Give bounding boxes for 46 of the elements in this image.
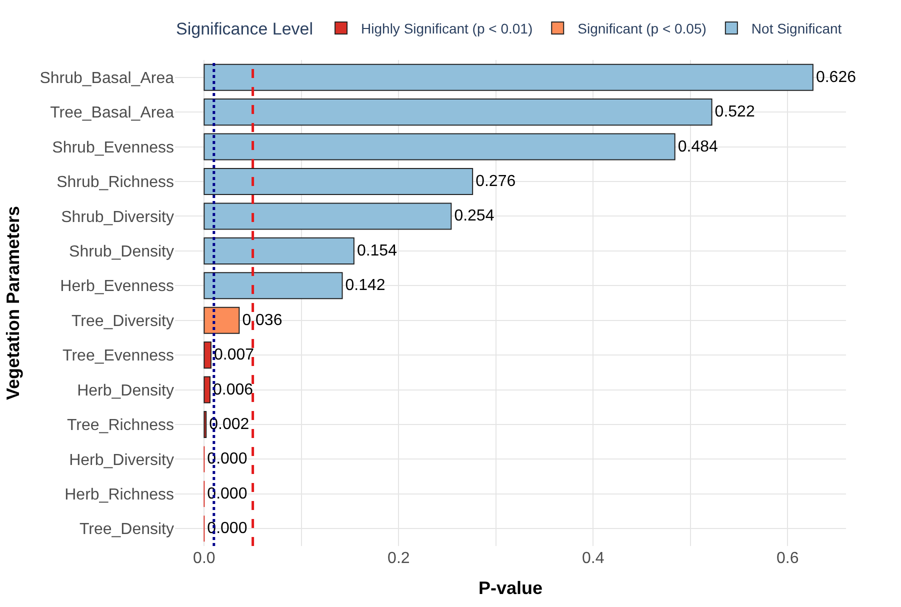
bar — [204, 237, 354, 264]
bar — [204, 306, 240, 334]
data-label: 0.006 — [213, 381, 254, 398]
legend-label: Highly Significant (p < 0.01) — [361, 20, 533, 36]
bar — [204, 202, 452, 230]
y-tick-label: Shrub_Diversity — [61, 208, 174, 226]
bar — [204, 272, 343, 300]
x-tick-label: 0.4 — [582, 550, 604, 567]
x-tick-label: 0.6 — [776, 550, 799, 567]
y-tick-label: Herb_Evenness — [60, 278, 174, 296]
y-tick-label: Tree_Density — [79, 521, 174, 538]
x-axis-title: P-value — [478, 578, 543, 598]
x-tick-label: 0.2 — [388, 550, 410, 567]
bar — [204, 98, 712, 126]
data-label: 0.484 — [678, 138, 718, 156]
y-axis-title: Vegetation Parameters — [2, 206, 23, 400]
bar — [204, 342, 212, 369]
bar — [204, 133, 676, 160]
y-tick-label: Herb_Richness — [64, 486, 174, 504]
bar — [204, 64, 814, 91]
data-label: 0.276 — [476, 173, 516, 190]
legend-label: Significant (p < 0.05) — [578, 20, 706, 36]
data-label: 0.002 — [209, 416, 250, 433]
data-label: 0.626 — [816, 68, 856, 86]
data-label: 0.142 — [345, 277, 386, 294]
data-label: 0.000 — [207, 520, 248, 538]
y-tick-label: Shrub_Evenness — [52, 139, 174, 156]
y-tick-label: Shrub_Density — [69, 244, 174, 261]
bar — [204, 168, 474, 196]
data-label: 0.522 — [714, 104, 755, 121]
data-label: 0.007 — [214, 346, 254, 364]
y-tick-label: Shrub_Basal_Area — [40, 70, 174, 87]
x-tick-label: 0.0 — [193, 550, 216, 567]
y-tick-label: Tree_Basal_Area — [50, 104, 174, 122]
bar — [204, 376, 211, 404]
data-label: 0.254 — [454, 208, 494, 225]
legend-title: Significance Level — [176, 20, 314, 39]
y-tick-label: Shrub_Richness — [56, 174, 174, 192]
y-tick-label: Herb_Diversity — [69, 452, 174, 469]
y-tick-label: Tree_Diversity — [71, 312, 174, 330]
legend-label: Not Significant — [751, 20, 842, 36]
y-tick-label: Tree_Richness — [66, 417, 174, 434]
y-tick-label: Herb_Density — [77, 382, 174, 400]
data-label: 0.154 — [356, 242, 398, 260]
y-tick-label: Tree_Evenness — [62, 348, 174, 365]
data-label: 0.036 — [242, 312, 282, 329]
